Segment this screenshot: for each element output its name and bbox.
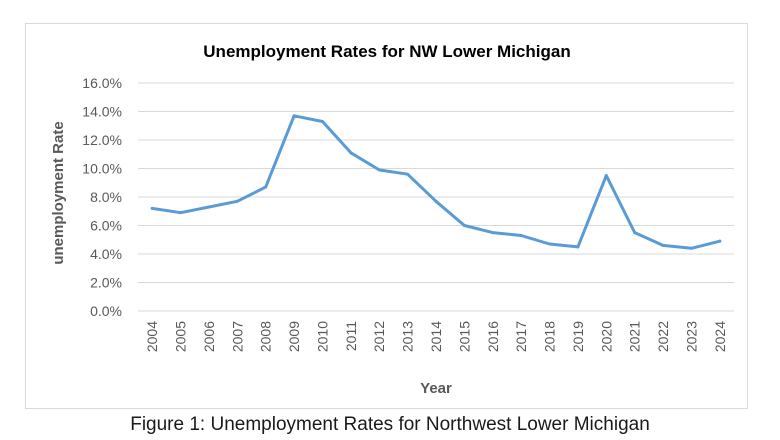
- data-point: [349, 151, 353, 155]
- data-point: [604, 174, 608, 178]
- data-point: [179, 211, 183, 215]
- data-point: [548, 242, 552, 246]
- gridlines: [138, 82, 734, 312]
- data-point: [150, 206, 154, 210]
- x-tick-label: 2006: [201, 321, 217, 352]
- x-tick-label: 2024: [712, 321, 728, 352]
- y-axis-ticks: 0.0% 2.0% 4.0% 6.0% 8.0% 10.0% 12.0% 14.0% 16.0%: [82, 75, 122, 319]
- data-point: [661, 243, 665, 247]
- series-layer: [150, 114, 722, 250]
- y-tick-label: 12.0%: [82, 132, 122, 148]
- data-point: [377, 168, 381, 172]
- data-point: [689, 246, 693, 250]
- chart-frame: Unemployment Rates for NW Lower Michigan…: [25, 23, 748, 409]
- x-tick-label: 2013: [400, 321, 416, 352]
- data-point: [406, 172, 410, 176]
- y-tick-label: 14.0%: [82, 104, 122, 120]
- x-tick-label: 2014: [428, 321, 444, 352]
- x-tick-label: 2011: [343, 321, 359, 351]
- y-tick-label: 10.0%: [82, 161, 122, 177]
- data-point: [235, 199, 239, 203]
- x-axis-ticks: 2004 2005 2006 2007 2008 2009 2010 2011 2012 2013…: [144, 321, 728, 352]
- x-tick-label: 2010: [314, 321, 330, 352]
- data-point: [718, 239, 722, 243]
- data-point: [207, 205, 211, 209]
- data-point: [519, 233, 523, 237]
- line-chart: Unemployment Rates for NW Lower Michigan…: [50, 42, 734, 397]
- data-point: [576, 245, 580, 249]
- x-tick-label: 2007: [229, 321, 245, 352]
- x-tick-label: 2022: [655, 321, 671, 352]
- x-tick-label: 2016: [485, 321, 501, 352]
- data-point: [292, 114, 296, 118]
- x-axis-title: Year: [420, 380, 452, 397]
- x-tick-label: 2020: [598, 321, 614, 352]
- x-tick-label: 2023: [683, 321, 699, 352]
- data-point: [264, 185, 268, 189]
- x-tick-label: 2004: [144, 321, 160, 352]
- y-tick-label: 2.0%: [90, 275, 122, 291]
- series-line: [150, 114, 722, 250]
- x-tick-label: 2012: [371, 321, 387, 352]
- x-tick-label: 2019: [570, 321, 586, 352]
- data-point: [633, 231, 637, 235]
- x-tick-label: 2015: [456, 321, 472, 352]
- x-tick-label: 2018: [542, 321, 558, 352]
- y-tick-label: 6.0%: [90, 218, 122, 234]
- x-tick-label: 2009: [286, 321, 302, 352]
- x-tick-label: 2021: [627, 321, 643, 352]
- data-point: [462, 224, 466, 227]
- y-tick-label: 0.0%: [90, 303, 122, 319]
- x-tick-label: 2005: [173, 321, 189, 352]
- y-tick-label: 4.0%: [90, 246, 122, 262]
- y-tick-label: 8.0%: [90, 189, 122, 205]
- data-point: [320, 119, 324, 123]
- figure-caption: Figure 1: Unemployment Rates for Northwe…: [130, 414, 650, 435]
- x-tick-label: 2008: [258, 321, 274, 352]
- y-axis-title: unemployment Rate: [50, 121, 67, 264]
- y-tick-label: 16.0%: [82, 75, 122, 91]
- data-point: [434, 199, 438, 203]
- chart-title: Unemployment Rates for NW Lower Michigan: [203, 42, 570, 61]
- data-point: [491, 231, 495, 235]
- x-tick-label: 2017: [513, 321, 529, 352]
